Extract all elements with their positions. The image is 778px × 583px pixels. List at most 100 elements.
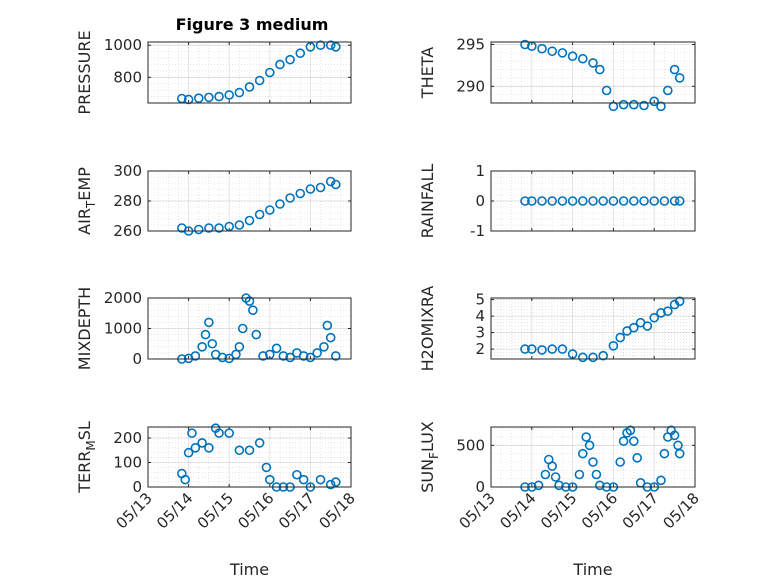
air-temp-ylabel: AIRTEMP (75, 167, 98, 235)
subplot-theta: 290 295 THETA (418, 36, 696, 112)
sun-flux-point (550, 472, 561, 482)
sun-flux-point (594, 480, 605, 491)
sun-flux-point (581, 432, 592, 442)
theta-point (669, 64, 680, 75)
rainfall-point (547, 196, 558, 206)
pressure-point (204, 92, 214, 103)
rainfall-point (639, 196, 649, 206)
pressure-point (275, 59, 285, 70)
theta-ytick-label: 290 (456, 77, 485, 95)
pressure-point (285, 54, 295, 65)
air-temp-point (234, 220, 245, 230)
theta-axes-border (490, 41, 696, 104)
air-temp-point (193, 224, 204, 235)
mixdepth-axes-border (147, 297, 352, 360)
sun-flux-ytick-label: 500 (456, 436, 485, 454)
rainfall-point (669, 196, 680, 206)
h2omixra-ytick-label: 4 (475, 307, 485, 325)
theta-point (577, 53, 588, 64)
air-temp-point (325, 176, 336, 187)
rainfall-ytick-label: -1 (470, 222, 485, 240)
h2omixra-point (656, 308, 666, 318)
h2omixra-point (557, 344, 568, 354)
terr-msl-point (292, 469, 302, 480)
theta-point (520, 39, 530, 50)
pressure-point (295, 48, 306, 59)
mixdepth-point (190, 351, 201, 361)
mixdepth-ytick-label: 2000 (104, 289, 142, 307)
terr-msl-point (224, 428, 234, 438)
sun-flux-point (591, 469, 602, 480)
mixdepth-point (264, 349, 275, 360)
air-temp-ytick-label: 300 (113, 162, 142, 180)
sun-flux-ylabel-base: SUN (418, 459, 437, 493)
mixdepth-point (234, 341, 245, 352)
pressure-point (234, 87, 245, 98)
air-temp-point (305, 184, 316, 194)
h2omixra-point (628, 322, 639, 333)
air-temp-ylabel-sub: T (84, 200, 98, 209)
rainfall-point (588, 196, 598, 206)
sun-flux-ylabel: SUNFLUX (418, 421, 441, 493)
mixdepth-point (251, 329, 262, 340)
rainfall-point (520, 196, 530, 206)
rainfall-point (659, 196, 670, 206)
mixdepth-point (319, 341, 329, 352)
air-temp-ylabel-base: AIR (75, 208, 94, 235)
air-temp-point (204, 223, 214, 233)
sun-flux-point (540, 469, 551, 480)
pressure-point (244, 82, 255, 92)
h2omixra-point (642, 321, 653, 331)
theta-point (601, 85, 612, 96)
rainfall-point (608, 196, 619, 206)
h2omixra-ylabel: H2OMIXRA (418, 286, 437, 372)
h2omixra-point (577, 352, 588, 363)
air-temp-point (295, 188, 306, 199)
air-temp-point (214, 223, 224, 233)
mixdepth-point (231, 349, 241, 360)
theta-point (557, 48, 568, 58)
theta-point (537, 43, 547, 54)
sun-flux-point (547, 461, 558, 471)
rainfall-point (628, 196, 639, 206)
theta-point (662, 85, 673, 96)
sun-flux-ylabel-sub: F (427, 452, 441, 459)
theta-point (618, 99, 629, 110)
theta-point (649, 96, 660, 107)
air-temp-point (330, 179, 341, 190)
pressure-point (305, 42, 316, 52)
rainfall-point (537, 196, 547, 206)
pressure-point (224, 90, 234, 100)
sun-flux-point (632, 453, 643, 463)
mixdepth-point (207, 338, 218, 349)
mixdepth-point (312, 348, 322, 358)
pressure-point (254, 75, 265, 86)
rainfall-point (618, 196, 629, 206)
h2omixra-point (520, 344, 530, 354)
terr-msl-point (261, 462, 272, 473)
pressure-axes-border (147, 41, 352, 104)
rainfall-point (567, 196, 578, 206)
mixdepth-point (305, 352, 316, 363)
mixdepth-point (322, 320, 333, 331)
rainfall-point (598, 196, 609, 206)
rainfall-ylabel: RAINFALL (418, 164, 437, 239)
air-temp-point (285, 193, 295, 203)
sun-flux-point (628, 436, 639, 446)
terr-msl-point (183, 447, 194, 458)
sun-flux-point (554, 480, 564, 491)
air-temp-point (244, 215, 255, 226)
mixdepth-point (298, 351, 309, 361)
theta-point (594, 64, 605, 75)
terr-msl-ytick-label: 100 (113, 454, 142, 472)
air-temp-point (275, 199, 285, 209)
sun-flux-xlabel: Time (572, 560, 612, 579)
pressure-axes-box (147, 41, 352, 104)
mixdepth-point (197, 341, 207, 352)
pressure-point (330, 42, 341, 52)
theta-point (656, 101, 666, 112)
sun-flux-ytick-label: 0 (475, 478, 485, 496)
theta-point (608, 101, 619, 112)
theta-point (639, 100, 649, 111)
